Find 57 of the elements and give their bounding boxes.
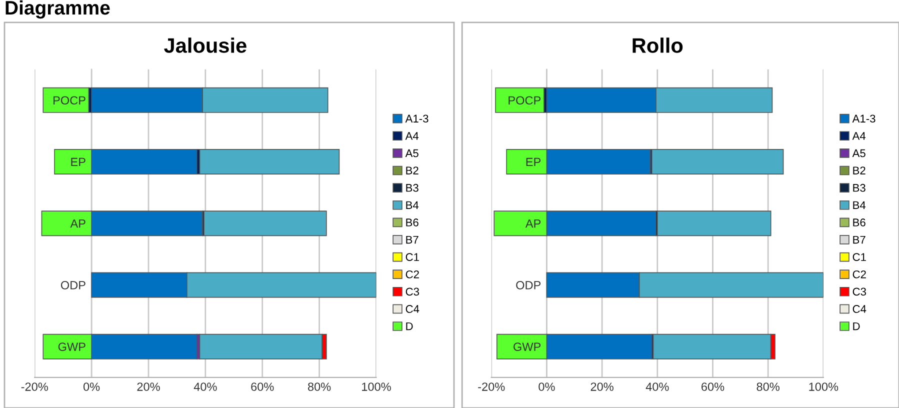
y-tick-label: EP <box>526 158 541 166</box>
legend-label: C4 <box>406 305 420 313</box>
legend-label: C1 <box>852 253 866 262</box>
legend-label: A4 <box>852 132 866 140</box>
y-tick-label: ODP <box>60 281 86 290</box>
chart-title: Jalousie <box>164 38 246 53</box>
x-tick-label: 100% <box>362 382 391 391</box>
y-tick-label: GWP <box>58 342 86 351</box>
y-tick-label: POCP <box>508 96 541 105</box>
y-tick-label: POCP <box>54 96 86 105</box>
x-tick-label: 80% <box>756 382 780 391</box>
legend-label: A5 <box>405 149 418 158</box>
x-tick-label: 0% <box>83 382 100 391</box>
x-tick-label: 20% <box>590 382 614 391</box>
x-tick-label: 60% <box>251 382 274 391</box>
legend-label: D <box>406 322 413 330</box>
bar <box>199 149 340 175</box>
x-tick-label: 100% <box>809 382 838 391</box>
chart-title: Rollo <box>632 38 683 53</box>
legend-label: B6 <box>406 218 418 226</box>
legend-label: C4 <box>852 305 866 313</box>
legend-label: B3 <box>406 184 418 192</box>
y-tick-label: EP <box>71 158 86 166</box>
x-tick-label: 80% <box>308 382 331 391</box>
legend-label: C2 <box>852 270 866 278</box>
legend-label: B4 <box>853 201 866 209</box>
legend-label: C1 <box>406 253 419 262</box>
x-tick-label: -20% <box>478 382 505 391</box>
x-tick-label: 20% <box>137 382 160 391</box>
legend-label: A4 <box>405 132 419 140</box>
y-tick-label: GWP <box>514 342 541 351</box>
legend-label: B7 <box>406 236 418 244</box>
x-tick-label: 40% <box>646 382 669 391</box>
legend-label: A1-3 <box>852 114 876 123</box>
legend-label: B2 <box>406 166 418 174</box>
legend-label: A5 <box>852 149 866 158</box>
x-tick-label: 0% <box>538 382 555 391</box>
x-tick-label: 40% <box>194 382 217 391</box>
y-tick-label: AP <box>70 220 86 228</box>
legend-label: C3 <box>406 288 419 296</box>
legend-label: B2 <box>853 166 866 174</box>
legend-label: B4 <box>406 201 419 209</box>
x-tick-label: -20% <box>21 382 48 391</box>
y-tick-label: AP <box>525 220 541 228</box>
bar <box>495 87 544 113</box>
legend-label: C3 <box>852 288 866 296</box>
legend-label: B6 <box>853 218 866 226</box>
y-tick-label: ODP <box>516 281 541 290</box>
legend-label: B3 <box>853 184 866 192</box>
legend-label: C2 <box>406 270 419 278</box>
bar <box>42 87 90 113</box>
legend-label: D <box>853 322 860 330</box>
bar <box>199 334 323 360</box>
legend-label: A1-3 <box>405 114 428 123</box>
text: Diagramme <box>6 0 110 19</box>
legend-label: B7 <box>853 236 866 244</box>
x-tick-label: 60% <box>702 382 724 391</box>
